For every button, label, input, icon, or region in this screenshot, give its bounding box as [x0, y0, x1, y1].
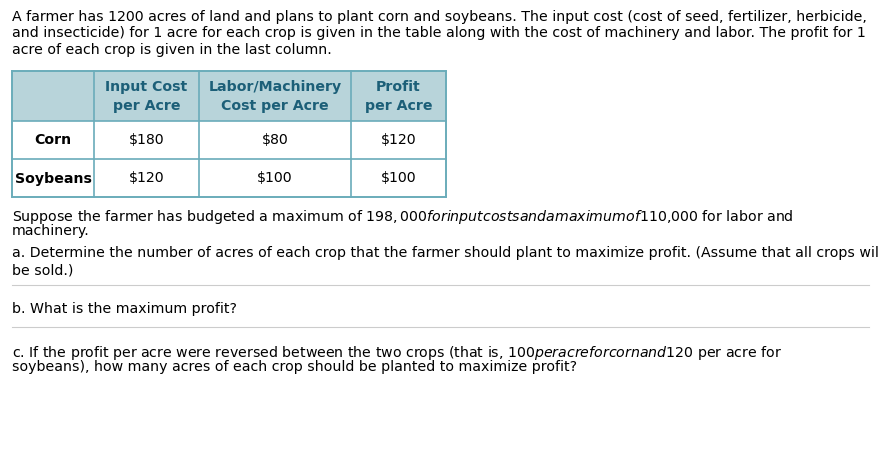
Text: $100: $100: [257, 171, 292, 185]
Text: a. Determine the number of acres of each crop that the farmer should plant to ma: a. Determine the number of acres of each…: [12, 246, 878, 260]
Bar: [12, 159, 445, 197]
Text: c. If the profit per acre were reversed between the two crops (that is, $100 per: c. If the profit per acre were reversed …: [12, 343, 781, 361]
Text: and insecticide) for 1 acre for each crop is given in the table along with the c: and insecticide) for 1 acre for each cro…: [12, 26, 865, 40]
Text: Soybeans: Soybeans: [15, 171, 91, 185]
Text: Labor/Machinery
Cost per Acre: Labor/Machinery Cost per Acre: [208, 80, 342, 113]
Text: $100: $100: [380, 171, 416, 185]
Text: be sold.): be sold.): [12, 263, 73, 276]
Text: $120: $120: [380, 133, 416, 147]
Text: acre of each crop is given in the last column.: acre of each crop is given in the last c…: [12, 43, 331, 57]
Bar: [12, 71, 445, 197]
Text: $80: $80: [262, 133, 288, 147]
Text: soybeans), how many acres of each crop should be planted to maximize profit?: soybeans), how many acres of each crop s…: [12, 360, 577, 374]
Text: Profit
per Acre: Profit per Acre: [364, 80, 432, 113]
Text: $180: $180: [128, 133, 164, 147]
Text: $120: $120: [128, 171, 164, 185]
Bar: [12, 71, 445, 121]
Text: machinery.: machinery.: [12, 224, 90, 238]
Text: Input Cost
per Acre: Input Cost per Acre: [105, 80, 187, 113]
Text: b. What is the maximum profit?: b. What is the maximum profit?: [12, 301, 237, 315]
Text: A farmer has 1200 acres of land and plans to plant corn and soybeans. The input : A farmer has 1200 acres of land and plan…: [12, 10, 866, 24]
Text: Suppose the farmer has budgeted a maximum of $198,000 for input costs and a maxi: Suppose the farmer has budgeted a maximu…: [12, 207, 793, 225]
Bar: [12, 121, 445, 159]
Text: Corn: Corn: [34, 133, 71, 147]
